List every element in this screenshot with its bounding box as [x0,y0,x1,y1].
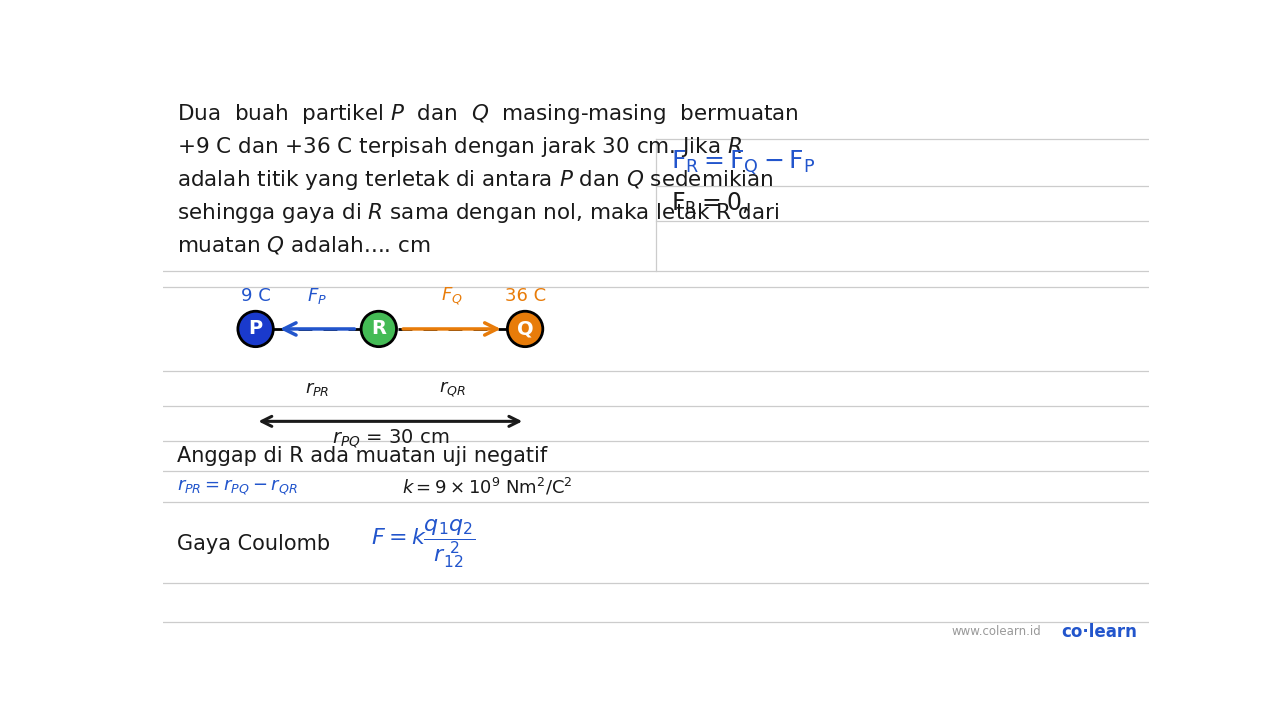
Text: muatan $Q$ adalah.... cm: muatan $Q$ adalah.... cm [177,234,430,256]
Text: $\mathsf{F_R = F_Q - F_P}$: $\mathsf{F_R = F_Q - F_P}$ [672,148,815,176]
Text: $F_P$: $F_P$ [307,286,328,306]
Text: R: R [371,320,387,338]
Text: Q: Q [517,320,534,338]
Text: $r_{PQ}$ = 30 cm: $r_{PQ}$ = 30 cm [332,428,449,450]
Circle shape [507,311,543,346]
Text: co·learn: co·learn [1061,623,1137,641]
Circle shape [238,311,274,346]
Text: 36 C: 36 C [504,287,545,305]
Text: Gaya Coulomb: Gaya Coulomb [177,534,330,554]
Text: $k = 9\times10^9$ Nm$^2$/C$^2$: $k = 9\times10^9$ Nm$^2$/C$^2$ [402,476,572,498]
Text: www.colearn.id: www.colearn.id [951,625,1041,638]
Text: adalah titik yang terletak di antara $P$ dan $Q$ sedemikian: adalah titik yang terletak di antara $P$… [177,168,773,192]
Circle shape [361,311,397,346]
Text: $r_{PR}$: $r_{PR}$ [305,380,329,398]
Text: Dua  buah  partikel $P$  dan  $Q$  masing-masing  bermuatan: Dua buah partikel $P$ dan $Q$ masing-mas… [177,102,799,126]
Text: 9 C: 9 C [241,287,270,305]
Text: $F_Q$: $F_Q$ [442,285,463,307]
Text: $r_{PR} = r_{PQ} - r_{QR}$: $r_{PR} = r_{PQ} - r_{QR}$ [177,477,298,497]
Text: sehingga gaya di $R$ sama dengan nol, maka letak R dari: sehingga gaya di $R$ sama dengan nol, ma… [177,201,780,225]
Text: $\mathsf{F_R = 0,}$: $\mathsf{F_R = 0,}$ [672,190,749,217]
Text: $F = k\dfrac{q_1 q_2}{r_{12}^{\ 2}}$: $F = k\dfrac{q_1 q_2}{r_{12}^{\ 2}}$ [371,518,475,570]
Text: $r_{QR}$: $r_{QR}$ [439,379,466,399]
Text: +9 C dan +36 C terpisah dengan jarak 30 cm. Jika $R$: +9 C dan +36 C terpisah dengan jarak 30 … [177,135,742,159]
Text: Anggap di R ada muatan uji negatif: Anggap di R ada muatan uji negatif [177,446,548,466]
Text: P: P [248,320,262,338]
